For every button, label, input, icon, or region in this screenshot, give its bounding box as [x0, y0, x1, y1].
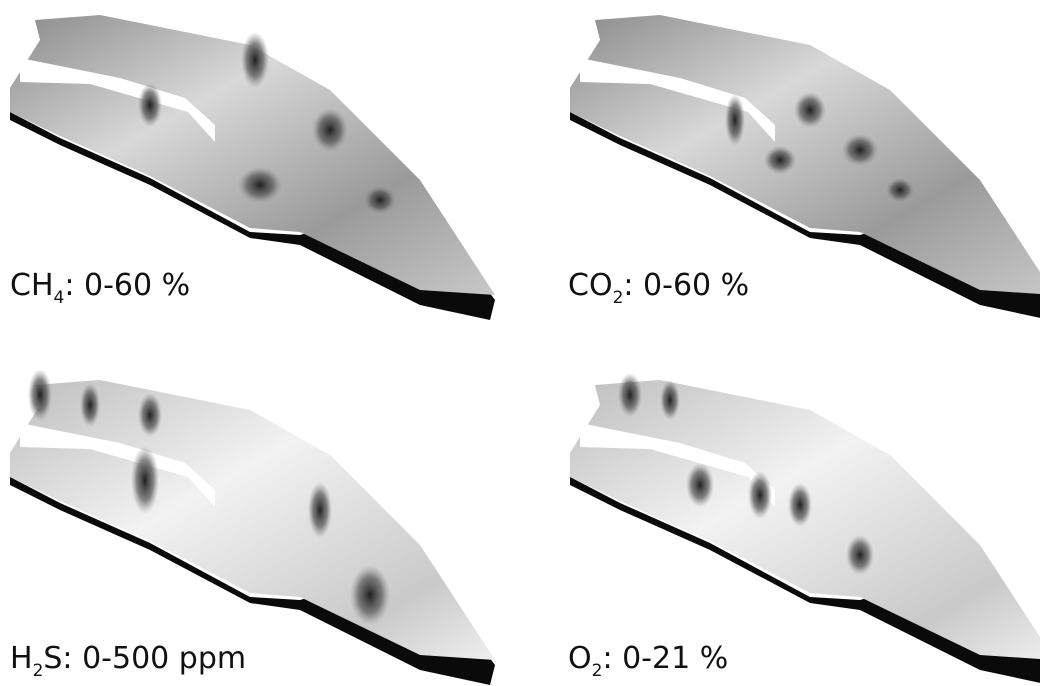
formula: CO	[568, 268, 613, 303]
panel-label: O2: 0-21 %	[568, 641, 728, 681]
panel-label: CH4: 0-60 %	[10, 268, 190, 308]
subscript: 2	[592, 661, 603, 681]
range: : 0-60 %	[623, 268, 749, 303]
figure: CH4: 0-60 % CO2: 0-60 % H2S: 0-500 ppm O…	[0, 0, 1040, 686]
range: S: 0-500 ppm	[43, 641, 246, 676]
range: : 0-60 %	[64, 268, 190, 303]
surface-panel	[10, 369, 495, 685]
panel-label: CO2: 0-60 %	[568, 268, 749, 308]
subscript: 2	[613, 288, 624, 308]
subscript: 2	[33, 661, 44, 681]
formula: O	[568, 641, 592, 676]
range: : 0-21 %	[602, 641, 728, 676]
surface-panel	[570, 373, 1040, 685]
subscript: 4	[54, 288, 65, 308]
formula: H	[10, 641, 33, 676]
page: CH4: 0-60 % CO2: 0-60 % H2S: 0-500 ppm O…	[0, 0, 1040, 686]
formula: CH	[10, 268, 54, 303]
panel-label: H2S: 0-500 ppm	[10, 641, 246, 681]
